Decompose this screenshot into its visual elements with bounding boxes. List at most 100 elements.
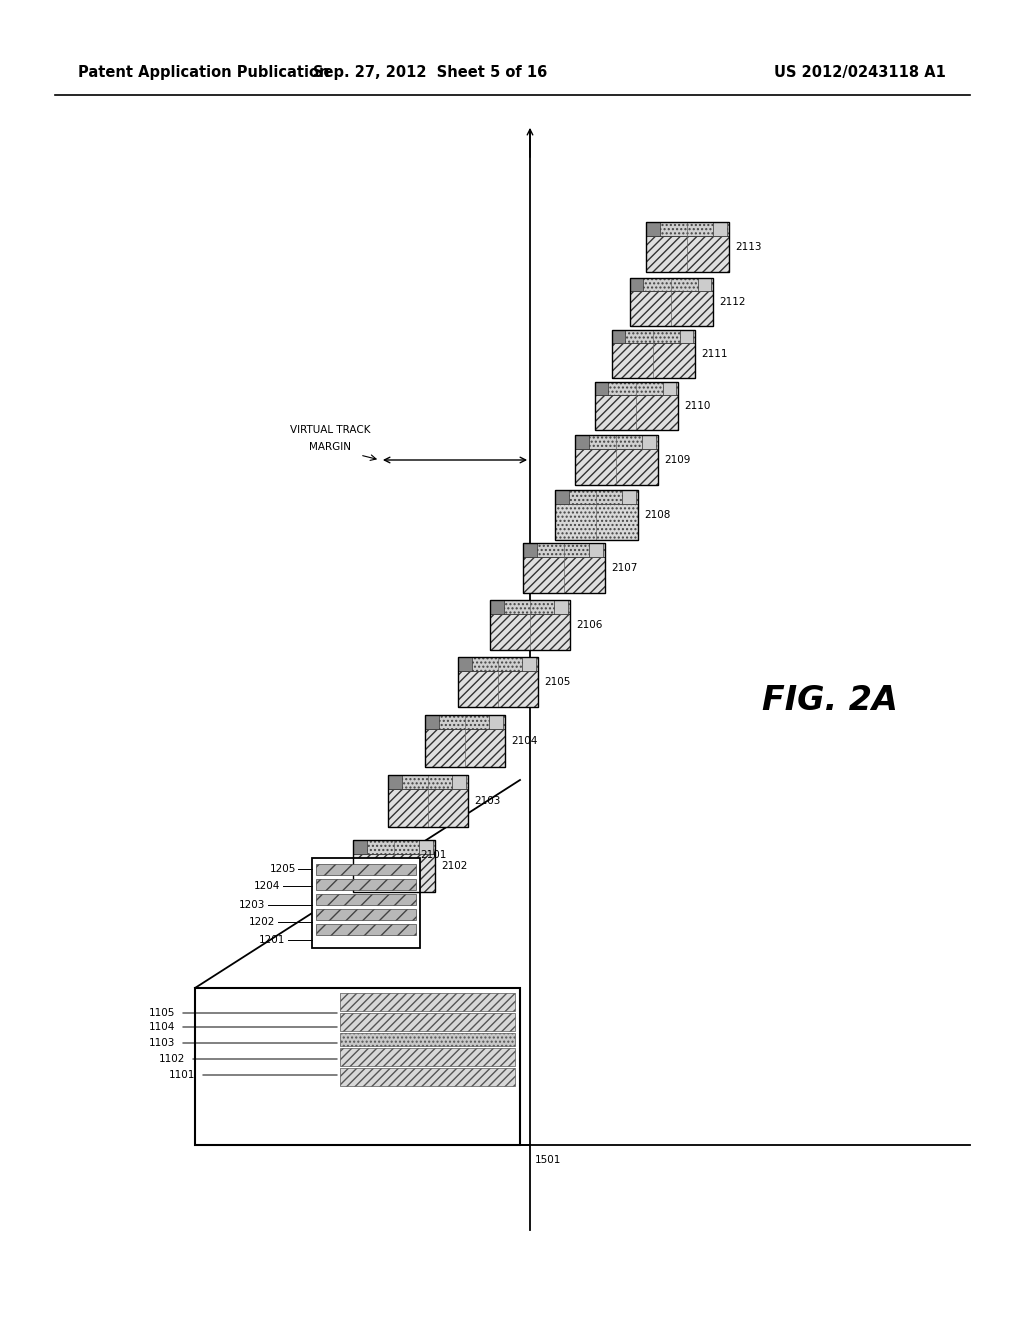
- Bar: [490, 601, 504, 614]
- Bar: [353, 840, 367, 854]
- Text: 2105: 2105: [544, 677, 570, 686]
- Bar: [663, 381, 676, 395]
- Bar: [353, 840, 435, 854]
- Bar: [316, 894, 416, 906]
- Text: 2101: 2101: [420, 850, 446, 861]
- Bar: [612, 330, 695, 343]
- Text: 1205: 1205: [269, 865, 296, 874]
- Bar: [316, 924, 416, 935]
- Bar: [312, 858, 420, 948]
- Bar: [646, 222, 729, 236]
- Bar: [575, 436, 658, 449]
- Bar: [642, 436, 656, 449]
- Bar: [595, 381, 678, 395]
- Bar: [523, 543, 605, 557]
- Bar: [612, 330, 625, 343]
- Bar: [612, 343, 695, 378]
- Bar: [340, 1068, 515, 1086]
- Bar: [646, 222, 729, 272]
- Bar: [425, 715, 439, 729]
- Text: MARGIN: MARGIN: [309, 442, 351, 451]
- Bar: [388, 775, 468, 828]
- Bar: [554, 601, 568, 614]
- Bar: [646, 236, 729, 272]
- Bar: [555, 490, 569, 504]
- Bar: [523, 543, 605, 593]
- Bar: [316, 909, 416, 920]
- Bar: [630, 279, 643, 290]
- Text: 2109: 2109: [664, 455, 690, 465]
- Bar: [490, 601, 570, 649]
- Bar: [340, 993, 515, 1011]
- Bar: [595, 381, 608, 395]
- Bar: [612, 330, 695, 378]
- Bar: [523, 543, 537, 557]
- Bar: [490, 601, 570, 614]
- Text: 2113: 2113: [735, 242, 762, 252]
- Bar: [388, 775, 468, 789]
- Bar: [595, 381, 678, 430]
- Text: 1104: 1104: [148, 1022, 175, 1032]
- Bar: [353, 854, 435, 892]
- Bar: [425, 715, 505, 729]
- Text: 1202: 1202: [249, 917, 275, 927]
- Bar: [630, 279, 713, 290]
- Bar: [340, 1048, 515, 1067]
- Text: 2102: 2102: [441, 861, 467, 871]
- Bar: [522, 657, 536, 671]
- Bar: [555, 490, 638, 540]
- Bar: [458, 657, 538, 671]
- Text: 1105: 1105: [148, 1008, 175, 1018]
- Bar: [555, 504, 638, 540]
- Bar: [419, 840, 433, 854]
- Bar: [388, 789, 468, 828]
- Bar: [575, 436, 589, 449]
- Bar: [630, 279, 713, 326]
- Text: 1201: 1201: [259, 935, 285, 945]
- Bar: [589, 543, 603, 557]
- Text: VIRTUAL TRACK: VIRTUAL TRACK: [290, 425, 371, 436]
- Bar: [316, 865, 416, 875]
- Bar: [680, 330, 693, 343]
- Bar: [713, 222, 727, 236]
- Text: 1203: 1203: [239, 900, 265, 909]
- Bar: [425, 715, 505, 767]
- Bar: [458, 657, 538, 708]
- Text: 1204: 1204: [254, 880, 280, 891]
- Text: 1103: 1103: [148, 1038, 175, 1048]
- Text: 2108: 2108: [644, 510, 671, 520]
- Bar: [646, 222, 660, 236]
- Bar: [353, 840, 435, 892]
- Bar: [622, 490, 636, 504]
- Bar: [489, 715, 503, 729]
- Bar: [555, 490, 638, 504]
- Text: US 2012/0243118 A1: US 2012/0243118 A1: [774, 65, 946, 79]
- Text: 2106: 2106: [575, 620, 602, 630]
- Text: 1102: 1102: [159, 1053, 185, 1064]
- Text: 1101: 1101: [169, 1071, 195, 1080]
- Text: 2112: 2112: [719, 297, 745, 308]
- Bar: [452, 775, 466, 789]
- Bar: [523, 557, 605, 593]
- Bar: [195, 987, 520, 1144]
- Text: 2107: 2107: [611, 564, 637, 573]
- Text: 2111: 2111: [701, 348, 727, 359]
- Bar: [340, 1012, 515, 1031]
- Bar: [458, 671, 538, 708]
- Text: 2103: 2103: [474, 796, 501, 807]
- Text: 2104: 2104: [511, 737, 538, 746]
- Bar: [575, 449, 658, 484]
- Bar: [630, 290, 713, 326]
- Text: Patent Application Publication: Patent Application Publication: [78, 65, 330, 79]
- Bar: [388, 775, 402, 789]
- Bar: [595, 395, 678, 430]
- Text: Sep. 27, 2012  Sheet 5 of 16: Sep. 27, 2012 Sheet 5 of 16: [313, 65, 547, 79]
- Bar: [698, 279, 711, 290]
- Bar: [316, 879, 416, 890]
- Bar: [425, 729, 505, 767]
- Text: 1501: 1501: [535, 1155, 561, 1166]
- Bar: [575, 436, 658, 484]
- Text: 2110: 2110: [684, 401, 711, 411]
- Bar: [458, 657, 472, 671]
- Bar: [340, 1034, 515, 1045]
